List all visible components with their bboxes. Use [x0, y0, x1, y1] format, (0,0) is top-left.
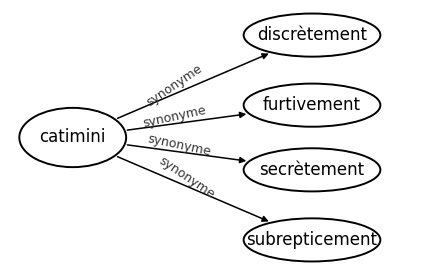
Ellipse shape	[244, 13, 380, 57]
Text: discrètement: discrètement	[257, 26, 367, 44]
Text: synonyme: synonyme	[157, 155, 217, 202]
Text: synonyme: synonyme	[144, 62, 205, 109]
Text: furtivement: furtivement	[263, 96, 361, 114]
Ellipse shape	[19, 108, 126, 167]
Ellipse shape	[244, 84, 380, 127]
Text: secrètement: secrètement	[259, 161, 364, 179]
Text: synonyme: synonyme	[142, 104, 208, 130]
Text: catimini: catimini	[40, 128, 106, 147]
Ellipse shape	[244, 148, 380, 191]
Text: synonyme: synonyme	[146, 132, 212, 158]
Ellipse shape	[244, 218, 380, 262]
Text: subrepticement: subrepticement	[246, 231, 378, 249]
